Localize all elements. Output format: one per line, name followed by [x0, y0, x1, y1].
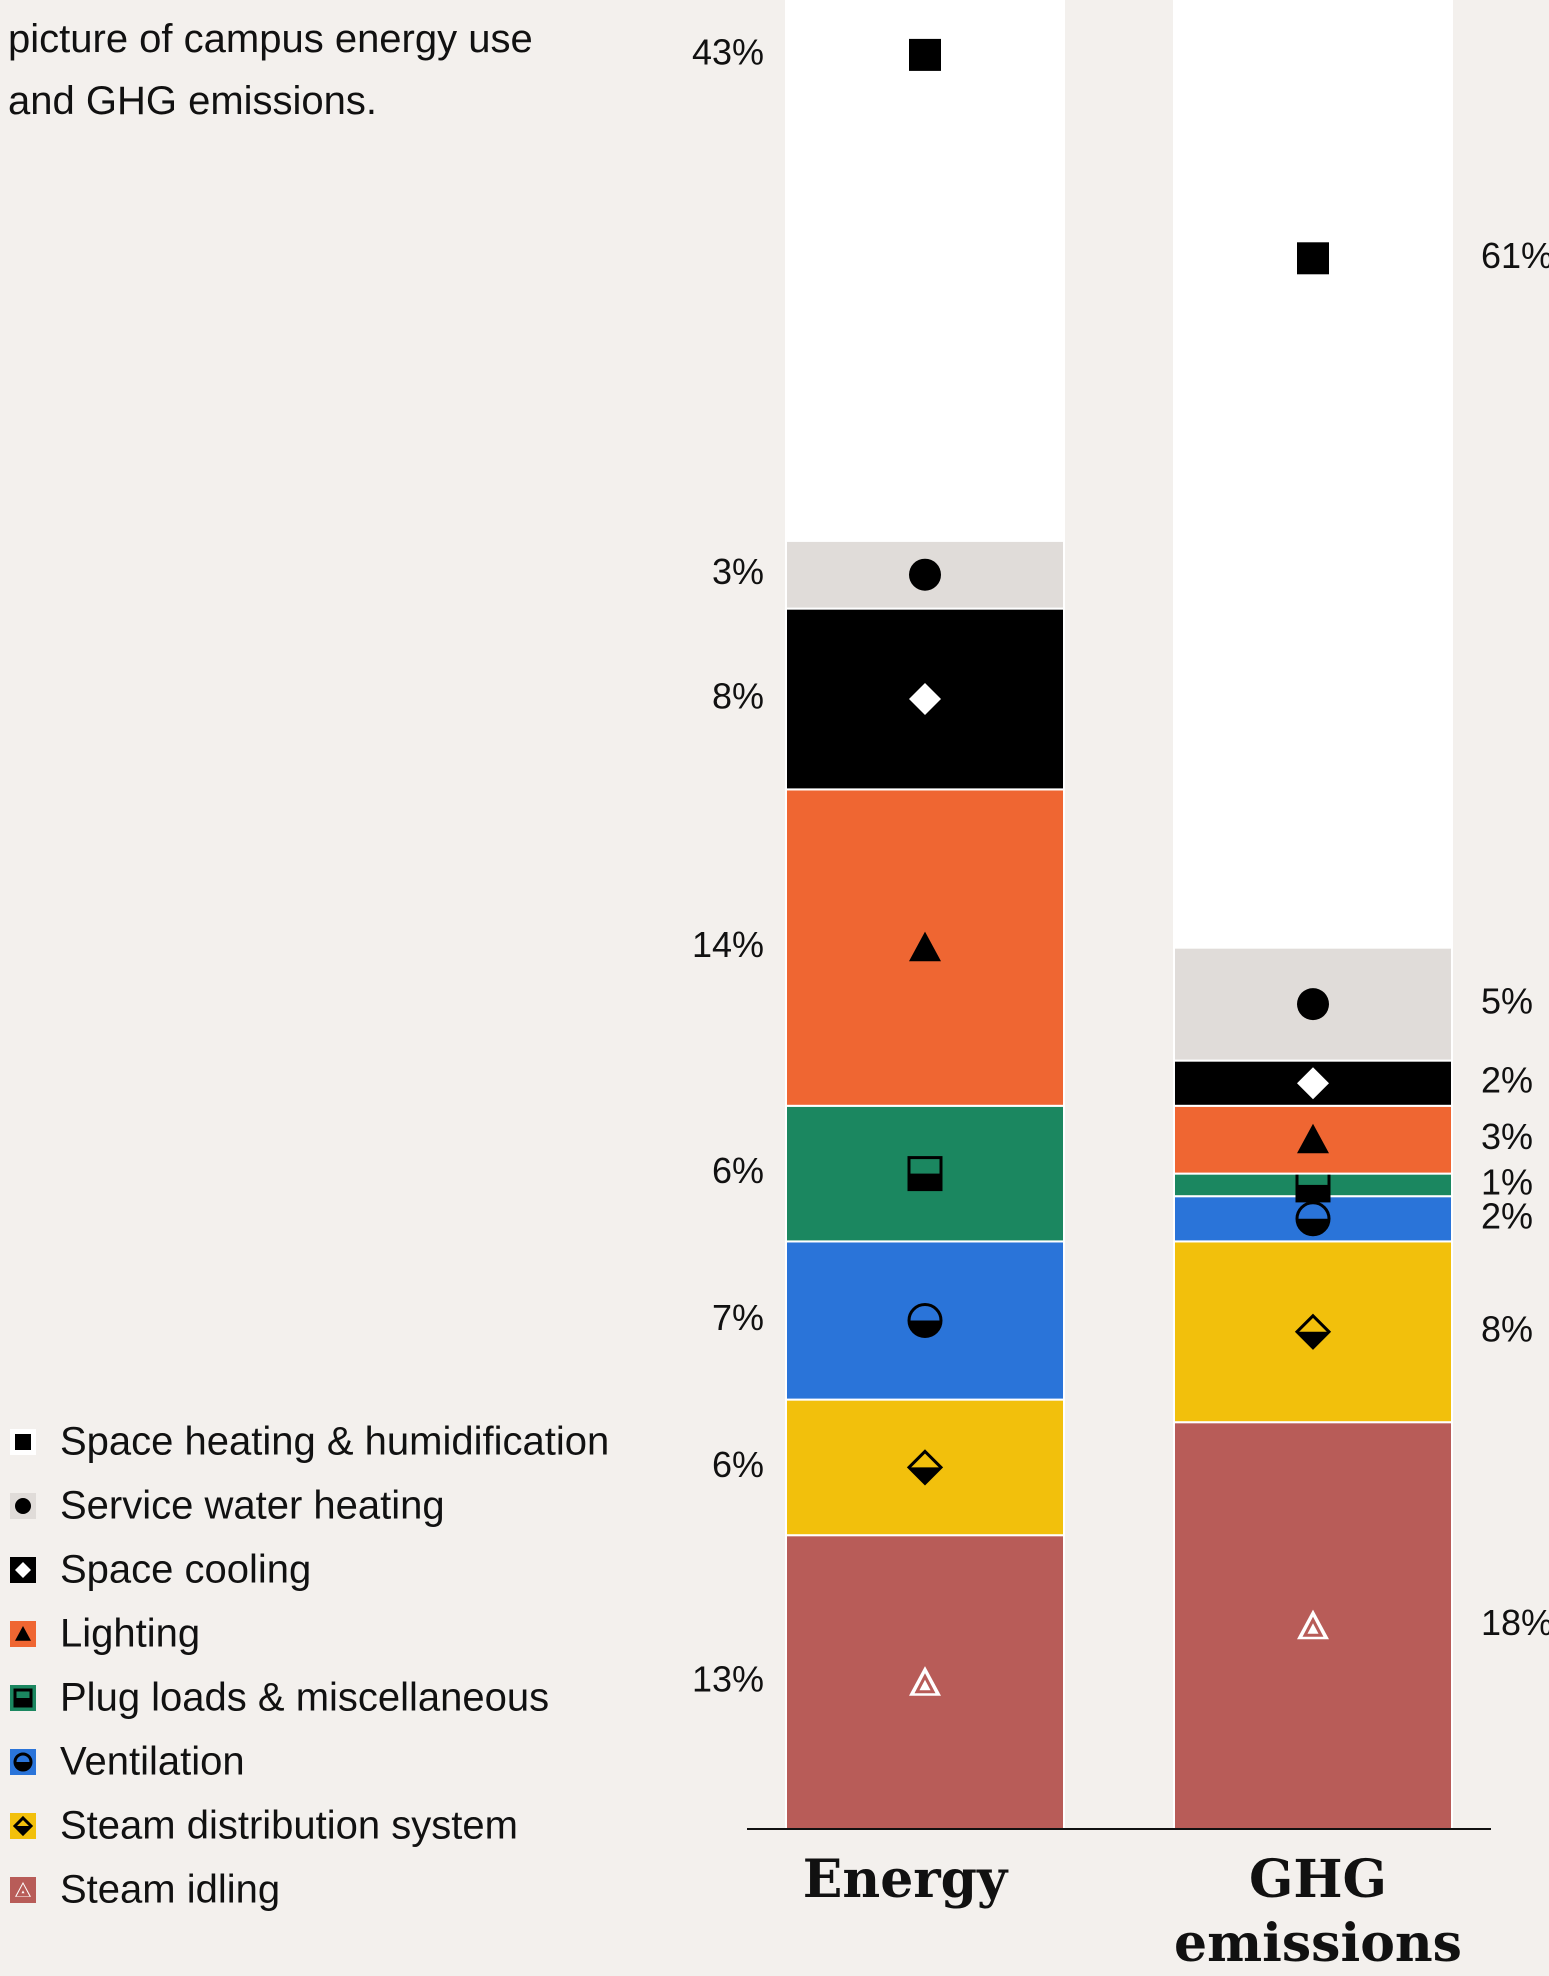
value-label: 6%: [712, 1150, 764, 1191]
bar-segment: [1173, 0, 1453, 949]
icon-shape: [909, 558, 941, 591]
value-label: 7%: [712, 1297, 764, 1338]
category-label: Energy: [802, 1849, 1008, 1910]
value-label: 18%: [1481, 1602, 1549, 1643]
icon-shape: [909, 1320, 941, 1337]
icon-shape: [1297, 1609, 1329, 1640]
legend-label: Steam distribution system: [60, 1804, 518, 1848]
value-label: 8%: [1481, 1308, 1533, 1349]
icon-shape: [15, 1698, 31, 1706]
value-label: 14%: [692, 924, 764, 965]
segment-icon: [907, 1156, 943, 1192]
bar-segment: [1173, 946, 1453, 1062]
icon-shape: [15, 1826, 31, 1834]
icon-shape: [1297, 1184, 1329, 1201]
bar-segment: [785, 0, 1065, 542]
value-label: 8%: [712, 676, 764, 717]
icon-shape: [1297, 242, 1329, 275]
icon-shape: [1297, 988, 1329, 1021]
segment-icon: [13, 1752, 33, 1772]
segment-icon: [12, 1815, 34, 1837]
value-label: 2%: [1481, 1060, 1533, 1101]
segment-icon: [1294, 1313, 1332, 1350]
icon-shape: [1297, 1123, 1329, 1154]
icon-shape: [15, 1762, 31, 1770]
icon-shape: [909, 1467, 941, 1484]
segment-icon: [15, 1882, 31, 1897]
icon-shape: [909, 1173, 941, 1190]
segment-icon: [1297, 1067, 1329, 1100]
icon-shape: [909, 1666, 941, 1696]
category-label: GHG emissions: [1174, 1849, 1462, 1974]
value-label: 13%: [692, 1659, 764, 1700]
legend-icon: [15, 1434, 31, 1450]
icon-shape: [15, 1626, 31, 1641]
legend-label: Service water heating: [60, 1484, 445, 1528]
value-label: 3%: [712, 551, 764, 592]
segment-icon: [1297, 1123, 1329, 1154]
segment-icon: [907, 1303, 943, 1338]
segment-icon: [1297, 988, 1329, 1021]
intro-text: picture of campus energy use and GHG emi…: [8, 17, 533, 123]
icon-shape: [16, 1883, 30, 1897]
segment-icon: [15, 1498, 31, 1514]
legend-label: Steam idling: [60, 1868, 280, 1912]
icon-shape: [15, 1498, 31, 1514]
icon-shape: [1302, 1616, 1324, 1637]
segment-icon: [15, 1562, 31, 1578]
legend-label: Plug loads & miscellaneous: [60, 1676, 549, 1720]
segment-icon: [909, 931, 941, 962]
value-label: 61%: [1481, 235, 1549, 276]
icon-shape: [15, 1562, 31, 1578]
icon-shape: [909, 683, 941, 715]
segment-icon: [1297, 1609, 1329, 1640]
legend-label: Ventilation: [60, 1740, 245, 1784]
value-label: 43%: [692, 31, 764, 72]
segment-icon: [1295, 1201, 1331, 1237]
value-label: 3%: [1481, 1116, 1533, 1157]
segment-icon: [906, 1449, 944, 1486]
segment-icon: [909, 558, 941, 591]
icon-shape: [914, 1673, 936, 1694]
segment-icon: [909, 683, 941, 715]
segment-icon: [909, 1666, 941, 1696]
legend-label: Lighting: [60, 1612, 200, 1656]
icon-shape: [909, 38, 941, 71]
icon-shape: [909, 931, 941, 962]
legend-label: Space heating & humidification: [60, 1420, 609, 1464]
value-label: 6%: [712, 1444, 764, 1485]
icon-shape: [1297, 1067, 1329, 1100]
value-label: 5%: [1481, 981, 1533, 1022]
icon-shape: [1297, 1218, 1329, 1235]
segment-icon: [909, 38, 941, 71]
value-label: 2%: [1481, 1195, 1533, 1236]
segment-icon: [13, 1688, 33, 1708]
segment-icon: [15, 1626, 31, 1641]
legend-label: Space cooling: [60, 1548, 311, 1592]
value-label: 1%: [1481, 1161, 1533, 1202]
segment-icon: [1297, 242, 1329, 275]
icon-shape: [1297, 1331, 1329, 1348]
